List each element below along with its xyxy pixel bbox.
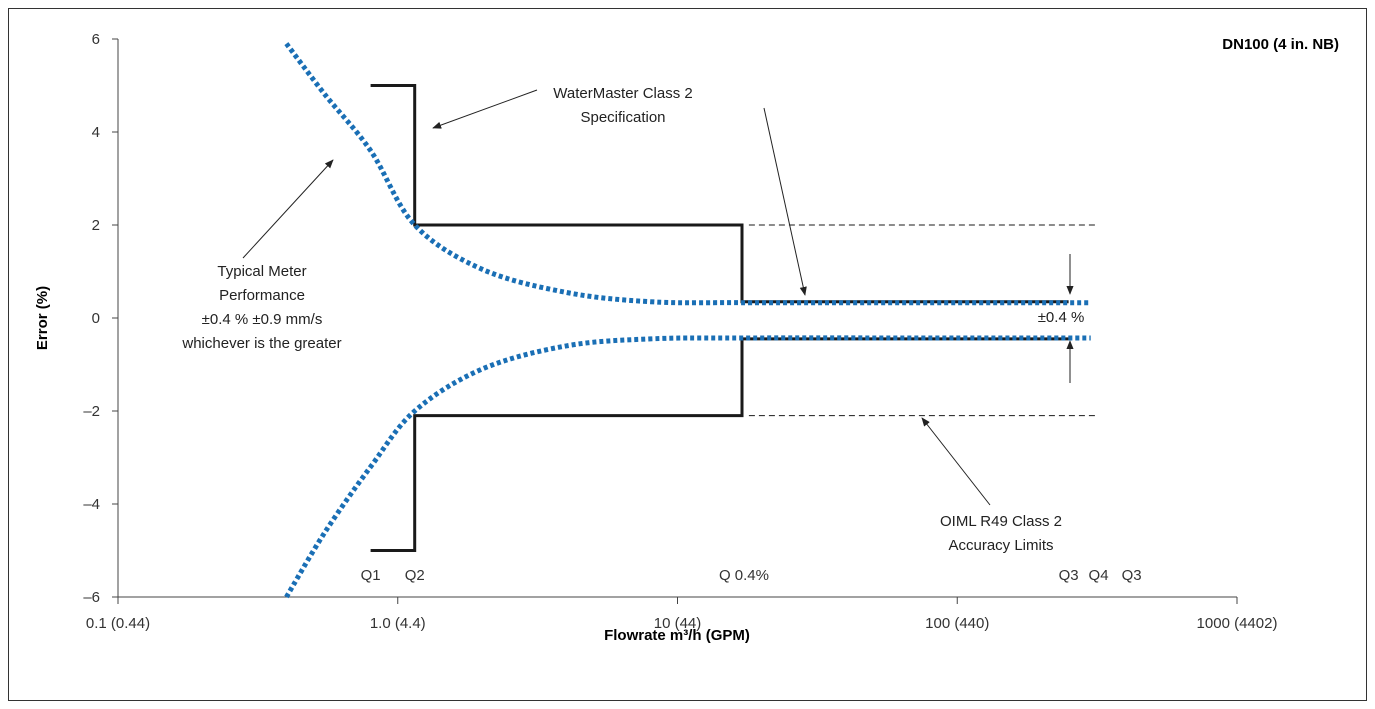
flow-point-label: Q1 [361, 567, 381, 584]
x-tick-label: 1.0 (4.4) [370, 615, 426, 632]
y-tick-label: 2 [92, 217, 100, 234]
y-tick-label: 4 [92, 124, 100, 141]
y-tick-label: 0 [92, 310, 100, 327]
typical-label-line-4: whichever is the greater [181, 335, 341, 352]
watermaster-label-line-2: Specification [580, 109, 665, 126]
typical-label-line-2: Performance [219, 287, 305, 304]
y-tick-label: –4 [83, 496, 100, 513]
flow-point-label: Q3 [1059, 567, 1079, 584]
typical-performance-curve-lower [284, 335, 1091, 599]
flow-point-label: Q2 [405, 567, 425, 584]
typical-arrow [242, 159, 334, 259]
x-axis-title: Flowrate m³/h (GPM) [604, 627, 750, 644]
y-axis-title: Error (%) [34, 286, 51, 350]
oiml-label-line-1: OIML R49 Class 2 [940, 513, 1062, 530]
typical-label-line-1: Typical Meter [217, 263, 306, 280]
y-tick-label: 6 [92, 31, 100, 48]
typical-label-line-3: ±0.4 % ±0.9 mm/s [202, 311, 323, 328]
typical-performance-curve-upper [284, 42, 1091, 306]
watermaster-arrow-left [432, 89, 538, 129]
y-ticks: 6 4 2 0 –2 –4 –6 [83, 31, 118, 606]
watermaster-label-line-1: WaterMaster Class 2 [553, 85, 692, 102]
chart-title: DN100 (4 in. NB) [1222, 36, 1339, 53]
y-tick-label: –2 [83, 403, 100, 420]
y-tick-label: –6 [83, 589, 100, 606]
annotations: WaterMaster Class 2 Specification Typica… [181, 85, 1084, 554]
flow-point-label: Q 0.4% [719, 567, 769, 584]
flow-point-label: Q3 [1122, 567, 1142, 584]
oiml-label-line-2: Accuracy Limits [948, 537, 1053, 554]
series-layer [284, 42, 1099, 599]
x-tick-label: 0.1 (0.44) [86, 615, 150, 632]
x-ticks: 0.1 (0.44) 1.0 (4.4) 10 (44) 100 (440) 1000 … [86, 597, 1278, 632]
specification-line-upper [370, 84, 1069, 304]
x-tick-label: 100 (440) [925, 615, 989, 632]
watermaster-arrow-right [763, 107, 807, 296]
band-label: ±0.4 % [1038, 309, 1085, 326]
chart-frame [8, 8, 1367, 701]
flow-point-label: Q4 [1089, 567, 1109, 584]
x-tick-label: 10 (44) [654, 615, 702, 632]
x-tick-label: 1000 (4402) [1197, 615, 1278, 632]
oiml-arrow [921, 417, 991, 506]
flow-point-labels: Q1 Q2 Q 0.4% Q3 Q4 Q3 [361, 567, 1142, 584]
